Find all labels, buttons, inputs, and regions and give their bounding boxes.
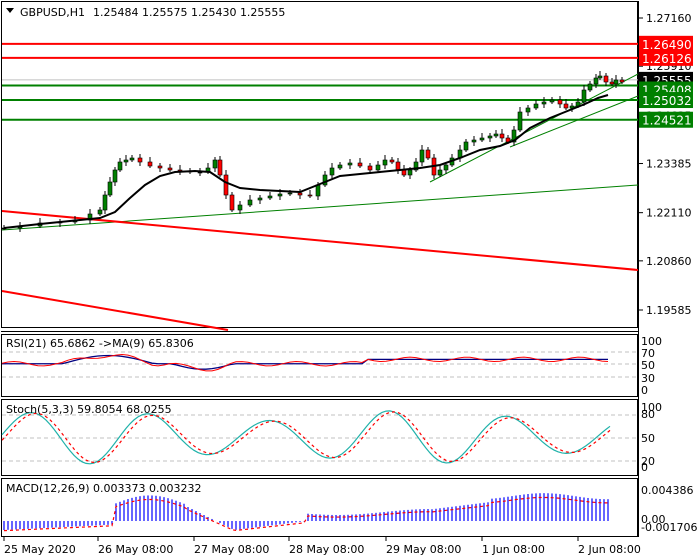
macd-signal-line <box>3 496 609 532</box>
rsi-line <box>1 354 609 372</box>
time-tick: 1 Jun 08:00 <box>482 543 545 556</box>
time-tick: 27 May 08:00 <box>194 543 269 556</box>
svg-text:1.24521: 1.24521 <box>642 114 692 128</box>
rsi-pane-frame <box>1 334 638 397</box>
svg-text:100: 100 <box>641 401 662 414</box>
price-tick: 1.22110 <box>646 207 692 220</box>
svg-text:30: 30 <box>641 372 655 385</box>
stoch-k-line <box>1 410 611 465</box>
price-axis[interactable]: 1.271601.259101.246351.233851.221101.208… <box>638 1 693 537</box>
svg-text:1.25032: 1.25032 <box>642 94 692 108</box>
svg-text:1.26126: 1.26126 <box>642 52 692 66</box>
svg-text:0: 0 <box>641 384 648 397</box>
svg-text:1.26490: 1.26490 <box>642 38 692 52</box>
svg-text:20: 20 <box>641 455 655 468</box>
stoch-d-line <box>1 411 611 464</box>
time-tick: 26 May 08:00 <box>98 543 173 556</box>
stochastic-chart <box>1 410 611 465</box>
time-tick: 29 May 08:00 <box>386 543 461 556</box>
svg-text:-0.001706: -0.001706 <box>641 521 697 534</box>
svg-text:80: 80 <box>641 408 655 421</box>
macd-label: MACD(12,26,9) 0.003373 0.003232 <box>6 482 202 495</box>
svg-text:0: 0 <box>641 461 648 474</box>
time-tick: 25 May 2020 <box>4 543 76 556</box>
price-tag <box>639 35 693 52</box>
rsi-label: RSI(21) 65.6862 ->MA(9) 65.8306 <box>6 337 194 350</box>
price-tag <box>639 111 693 128</box>
time-axis[interactable]: 25 May 2020 26 May 08:00 27 May 08:00 28 Ma… <box>3 537 641 556</box>
trendline-channel-upper[interactable] <box>429 73 639 183</box>
price-tick: 1.19585 <box>646 304 692 317</box>
price-chart <box>1 42 639 331</box>
svg-text:0.004386: 0.004386 <box>641 484 694 497</box>
indicator-axes: 100705030010080502000.0043860.00-0.00170… <box>641 335 697 534</box>
stoch-label: Stoch(5,3,3) 59.8054 68.0255 <box>6 403 172 416</box>
symbol-label: GBPUSD,H1 1.25484 1.25575 1.25430 1.25555 <box>20 6 285 19</box>
stoch-pane-frame <box>1 399 638 476</box>
trendline-lower[interactable] <box>1 290 229 331</box>
main-pane-frame <box>1 1 638 328</box>
price-tag <box>639 49 693 66</box>
svg-text:0.00: 0.00 <box>641 513 666 526</box>
macd-pane-frame <box>1 478 638 537</box>
time-tick: 2 Jun 08:00 <box>578 543 641 556</box>
trendline-channel-lower[interactable] <box>509 95 639 148</box>
trendline-support[interactable] <box>1 184 639 231</box>
triangle-down-icon[interactable] <box>6 8 14 13</box>
moving-average-line <box>3 94 609 229</box>
price-tick: 1.23385 <box>646 158 692 171</box>
stoch-levels <box>2 414 637 462</box>
svg-text:70: 70 <box>641 347 655 360</box>
macd-chart <box>3 493 609 532</box>
price-tick: 1.27160 <box>646 12 692 25</box>
price-tag <box>639 92 693 109</box>
price-tick: 1.20860 <box>646 255 692 268</box>
time-tick: 28 May 08:00 <box>289 543 364 556</box>
rsi-chart <box>1 354 609 372</box>
svg-text:50: 50 <box>641 432 655 445</box>
trendline-resistance[interactable] <box>1 210 639 271</box>
svg-text:100: 100 <box>641 335 662 348</box>
svg-text:50: 50 <box>641 359 655 372</box>
